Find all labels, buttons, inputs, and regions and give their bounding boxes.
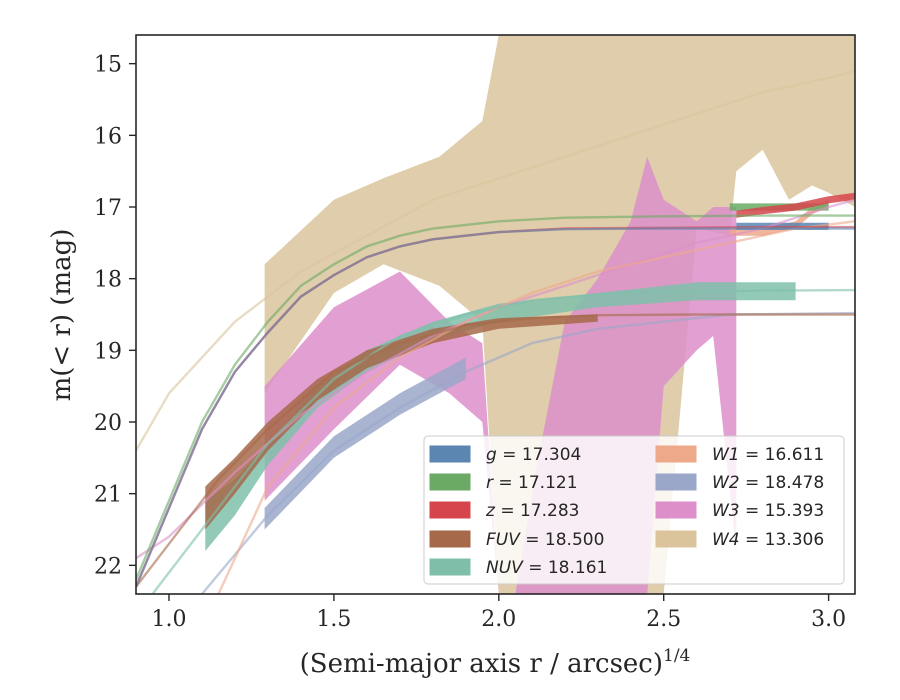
legend-swatch-w1 (655, 445, 697, 463)
x-tick-label: 2.5 (646, 607, 681, 632)
y-tick-label: 19 (94, 339, 122, 364)
confidence-band-w4 (264, 35, 855, 594)
y-tick-label: 16 (94, 124, 122, 149)
y-tick-label: 21 (94, 483, 122, 508)
confidence-band-fuv (205, 314, 598, 530)
legend-label-w3: W3 = 15.393 (712, 501, 824, 521)
legend-swatch-g (429, 445, 471, 463)
model-curve-g (136, 227, 855, 588)
x-axis-label-text: (Semi-major axis r / arcsec) (300, 649, 663, 679)
legend: g = 17.304 r = 17.121 z = 17.283 FUV = 18.5… (423, 435, 845, 585)
legend-swatch-fuv (429, 530, 471, 548)
model-curves (136, 69, 855, 594)
legend-swatch-w3 (655, 501, 697, 519)
y-tick-label: 17 (94, 196, 122, 221)
legend-box (423, 435, 845, 585)
legend-swatch-r (429, 473, 471, 491)
plot-frame (135, 34, 856, 595)
y-tick-label: 22 (94, 554, 122, 579)
legend-label-w4: W4 = 13.306 (712, 530, 824, 550)
x-tick-label: 3.0 (811, 607, 846, 632)
legend-swatch-z (429, 501, 471, 519)
y-tick-label: 18 (94, 268, 122, 293)
legend-label-nuv: NUV = 18.161 (486, 558, 607, 578)
x-axis-label-exponent: 1/4 (663, 646, 690, 666)
legend-label-fuv: FUV = 18.500 (486, 530, 604, 550)
x-axis: 1.0 1.5 2.0 2.5 3.0 (151, 594, 846, 632)
model-curve-r (136, 214, 855, 581)
model-curve-nuv (151, 288, 855, 594)
legend-swatch-w2 (655, 473, 697, 491)
x-tick-label: 1.0 (151, 607, 186, 632)
legend-swatch-w4 (655, 530, 697, 548)
model-curve-fuv (136, 313, 855, 588)
model-curve-w2 (201, 311, 855, 594)
legend-label-w2: W2 = 18.478 (712, 473, 824, 493)
legend-swatch-nuv (429, 558, 471, 576)
y-axis: 15 16 17 18 19 20 21 22 (94, 53, 136, 579)
y-tick-label: 20 (94, 411, 122, 436)
model-curve-w1 (217, 220, 855, 594)
x-tick-label: 1.5 (316, 607, 351, 632)
legend-label-z: z = 17.283 (485, 501, 579, 521)
x-axis-label: (Semi-major axis r / arcsec)1/4 (300, 646, 691, 679)
legend-label-r: r = 17.121 (486, 473, 578, 493)
model-curve-w4 (136, 69, 855, 452)
legend-label-w1: W1 = 16.611 (712, 445, 824, 465)
confidence-band-z (736, 192, 855, 218)
y-axis-label: m(< r) (mag) (47, 229, 77, 402)
y-tick-label: 15 (94, 53, 122, 78)
legend-label-g: g = 17.304 (486, 445, 581, 465)
x-tick-label: 2.0 (481, 607, 516, 632)
